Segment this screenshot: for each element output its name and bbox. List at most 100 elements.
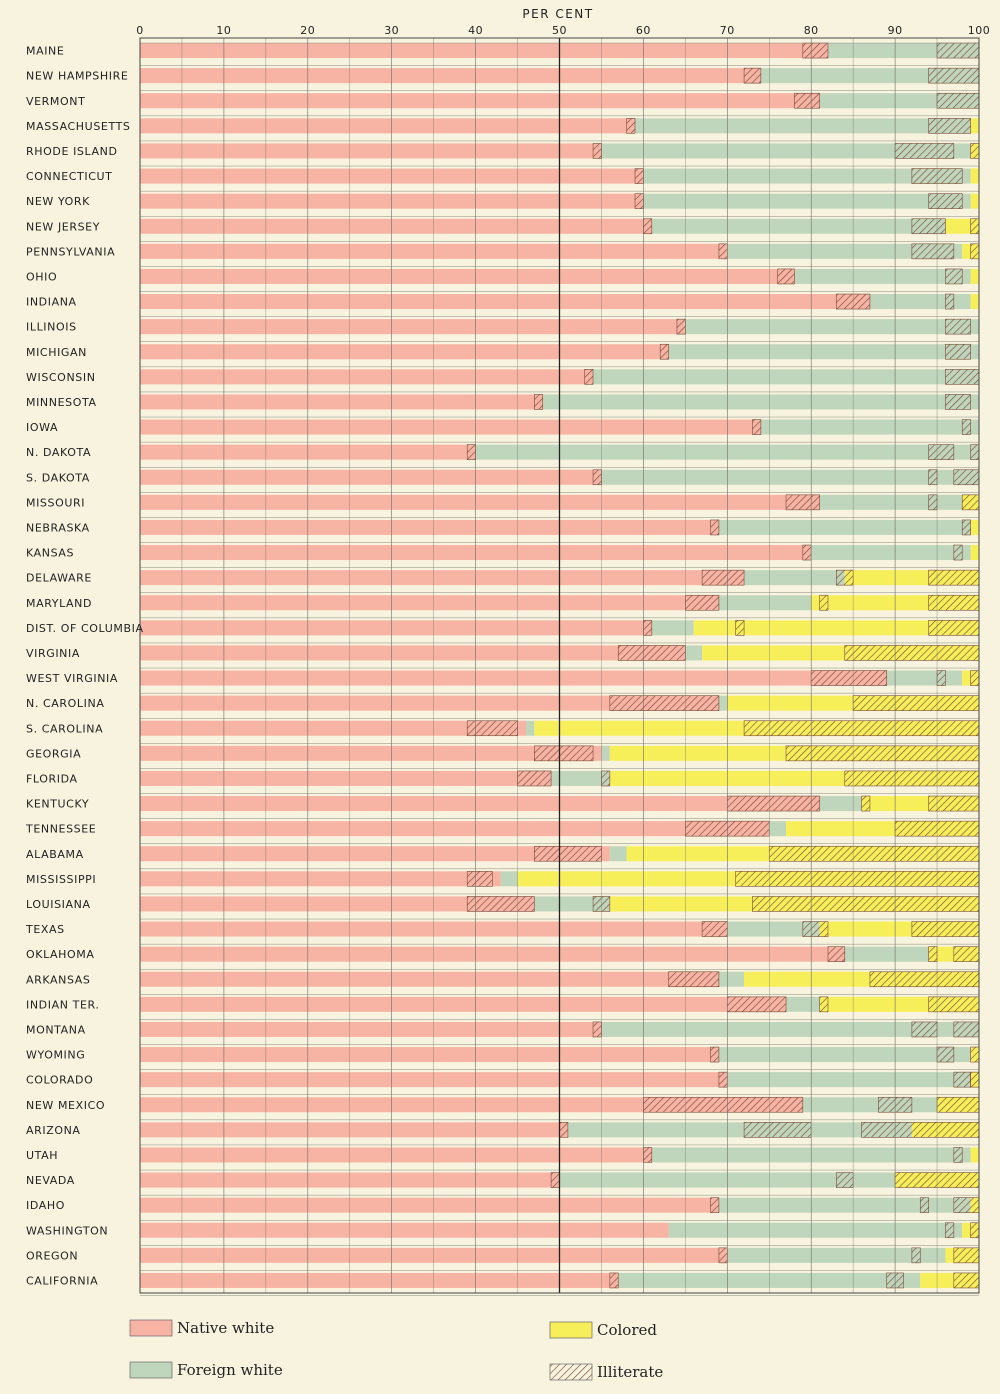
- bar-illiterate: [953, 1272, 980, 1289]
- bar-illiterate: [928, 569, 980, 586]
- tick-label-0: 0: [136, 24, 144, 37]
- bar-illiterate: [584, 369, 594, 385]
- bar-foreign_white: [718, 1047, 971, 1063]
- bar-foreign_white: [727, 1247, 946, 1263]
- bar-illiterate: [970, 218, 980, 235]
- state-label: S. DAKOTA: [26, 471, 90, 484]
- state-label: NEBRASKA: [26, 521, 90, 534]
- bar-colored: [970, 268, 979, 284]
- bar-illiterate: [643, 1096, 804, 1113]
- bar-native_white: [140, 344, 669, 360]
- bar-foreign_white: [718, 595, 812, 611]
- bar-foreign_white: [609, 846, 627, 862]
- bar-illiterate: [928, 67, 980, 84]
- bar-foreign_white: [794, 268, 971, 284]
- bar-foreign_white: [718, 519, 971, 535]
- bar-illiterate: [802, 544, 812, 561]
- bar-illiterate: [785, 494, 820, 511]
- bar-native_white: [140, 68, 761, 84]
- bar-illiterate: [928, 946, 938, 962]
- bar-illiterate: [970, 143, 980, 159]
- bar-illiterate: [970, 670, 980, 686]
- bar-illiterate: [659, 343, 669, 360]
- bar-illiterate: [936, 1096, 980, 1113]
- bar-illiterate: [945, 268, 963, 285]
- bar-illiterate: [970, 1046, 980, 1063]
- bar-illiterate: [970, 1071, 980, 1088]
- bar-foreign_white: [718, 1197, 971, 1213]
- bar-illiterate: [936, 42, 980, 59]
- state-label: MINNESOTA: [26, 396, 97, 409]
- legend-swatch-foreign_white: [129, 1361, 173, 1379]
- bar-native_white: [140, 695, 719, 711]
- bar-native_white: [140, 1197, 719, 1213]
- bar-illiterate: [752, 896, 980, 912]
- bar-foreign_white: [727, 243, 963, 259]
- tick-label-50: 50: [552, 24, 567, 37]
- state-label: TENNESSEE: [25, 823, 96, 836]
- bar-native_white: [140, 896, 535, 912]
- bar-foreign_white: [718, 971, 745, 987]
- bar-illiterate: [466, 720, 518, 737]
- state-label: N. DAKOTA: [26, 446, 91, 459]
- state-label: INDIANA: [26, 296, 77, 309]
- bar-illiterate: [466, 444, 476, 460]
- state-label: MASSACHUSETTS: [26, 120, 130, 133]
- state-label: WYOMING: [26, 1049, 85, 1062]
- bar-colored: [970, 118, 979, 134]
- bar-native_white: [140, 570, 745, 586]
- bar-illiterate: [844, 770, 980, 787]
- bar-foreign_white: [744, 570, 845, 586]
- bar-foreign_white: [760, 68, 979, 84]
- bar-illiterate: [928, 469, 938, 486]
- bar-illiterate: [911, 1021, 938, 1038]
- bar-illiterate: [827, 946, 846, 962]
- bar-foreign_white: [601, 745, 610, 761]
- bar-illiterate: [517, 770, 552, 787]
- bar-native_white: [140, 1147, 652, 1163]
- bar-illiterate: [953, 1071, 971, 1088]
- bar-illiterate: [550, 1172, 560, 1188]
- bar-illiterate: [836, 569, 854, 586]
- bar-illiterate: [953, 544, 963, 561]
- bar-foreign_white: [685, 645, 703, 661]
- bar-native_white: [140, 1122, 568, 1138]
- bar-illiterate: [953, 1147, 963, 1163]
- bar-illiterate: [869, 971, 980, 988]
- bar-illiterate: [802, 921, 829, 937]
- bar-illiterate: [810, 670, 888, 686]
- bar-native_white: [140, 369, 594, 385]
- bar-native_white: [140, 821, 770, 837]
- bar-foreign_white: [551, 770, 610, 786]
- bar-illiterate: [936, 1046, 955, 1063]
- bar-foreign_white: [869, 294, 971, 310]
- state-label: TEXAS: [25, 923, 65, 936]
- state-label: N. CAROLINA: [26, 697, 104, 710]
- bar-native_white: [140, 143, 602, 159]
- bar-foreign_white: [760, 419, 979, 435]
- bar-foreign_white: [668, 344, 979, 360]
- bar-foreign_white: [643, 193, 971, 209]
- state-label: IDAHO: [26, 1199, 65, 1212]
- bar-foreign_white: [534, 896, 610, 912]
- bar-native_white: [140, 268, 795, 284]
- bar-illiterate: [836, 1172, 854, 1188]
- bar-illiterate: [936, 92, 980, 109]
- bar-illiterate: [911, 921, 980, 937]
- bar-illiterate: [970, 1222, 980, 1239]
- state-label: MARYLAND: [26, 597, 92, 610]
- bar-illiterate: [609, 1272, 619, 1289]
- tick-label-70: 70: [720, 24, 735, 37]
- state-label: KENTUCKY: [26, 798, 89, 811]
- state-label: OKLAHOMA: [26, 948, 95, 961]
- bar-illiterate: [844, 645, 980, 661]
- bar-illiterate: [643, 620, 653, 636]
- state-label: MISSOURI: [26, 496, 85, 509]
- bar-illiterate: [928, 795, 980, 812]
- bar-illiterate: [710, 519, 720, 536]
- bar-native_white: [140, 419, 761, 435]
- bar-illiterate: [928, 996, 980, 1013]
- bar-illiterate: [961, 519, 971, 536]
- bar-illiterate: [861, 795, 871, 812]
- bar-illiterate: [945, 318, 971, 335]
